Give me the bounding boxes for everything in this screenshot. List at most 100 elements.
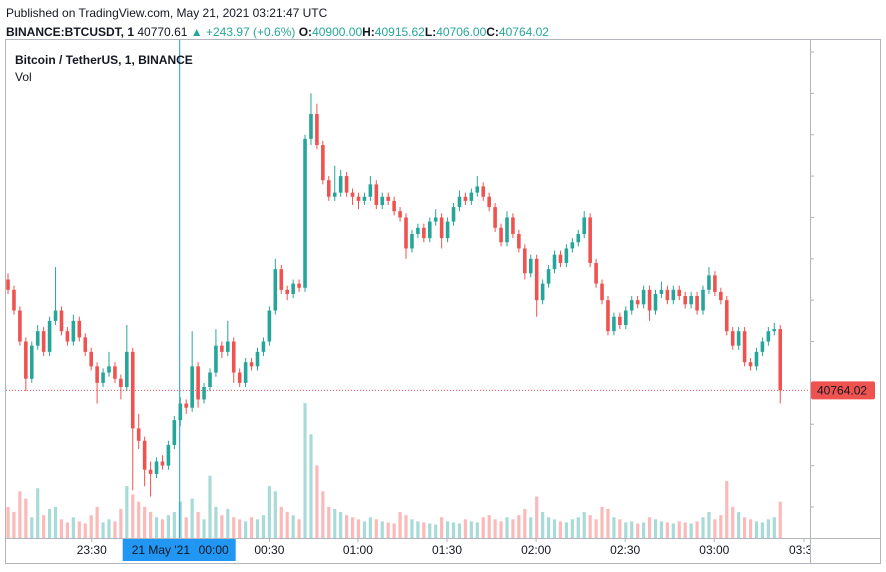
volume-bar [570, 519, 574, 538]
crosshair-box [122, 539, 236, 561]
candle-body [398, 211, 402, 218]
volume-bar [71, 517, 75, 538]
candle-body [125, 351, 129, 388]
volume-bar [410, 519, 414, 538]
volume-bar [42, 515, 46, 538]
candle-body [59, 310, 64, 332]
volume-bar [48, 508, 52, 538]
x-tick-label: 02:30 [610, 543, 640, 557]
plot [6, 40, 810, 538]
candle-body [641, 289, 646, 305]
volume-bar [778, 501, 782, 538]
candle-body [356, 196, 361, 201]
volume-bar [760, 522, 765, 538]
candle-body [724, 300, 729, 332]
volume-bar [505, 517, 509, 538]
ohlc-label: H: [362, 25, 375, 39]
volume-bar [517, 515, 521, 538]
volume-bar [523, 508, 527, 538]
candle-body [326, 180, 331, 197]
volume-bar [529, 517, 533, 538]
candle-body [338, 176, 343, 193]
symbol: BINANCE:BTCUSDT, 1 [6, 25, 135, 39]
candle-body [528, 258, 533, 274]
x-tick-label: 00:30 [254, 543, 284, 557]
candle-body [214, 345, 218, 373]
candle-body [445, 221, 450, 239]
volume-bar [636, 523, 640, 538]
volume-bar [428, 523, 432, 538]
volume-bar [630, 521, 634, 538]
candle-body [517, 233, 521, 249]
candle-body [350, 192, 355, 197]
volume-bar [398, 512, 402, 538]
candle-body [243, 362, 248, 383]
volume-bar [487, 515, 491, 538]
candle-body [766, 331, 771, 342]
candle-body [754, 351, 759, 367]
volume-bar [463, 519, 468, 538]
volume-bar [267, 486, 271, 538]
volume-bar [748, 519, 753, 538]
quote-line: BINANCE:BTCUSDT, 1 40770.61 ▲ +243.97 (+… [6, 23, 549, 42]
volume-bar [374, 519, 378, 538]
ohlc-label: O: [298, 25, 313, 39]
volume-bar [95, 506, 99, 538]
candle-body [267, 310, 272, 342]
volume-bar [719, 515, 723, 538]
candle-body [220, 345, 224, 352]
candle-body [226, 341, 230, 352]
candle-body [701, 289, 705, 311]
candle-body [760, 341, 765, 352]
candle-body [136, 428, 141, 441]
candle-body [249, 362, 254, 367]
candle-body [154, 461, 159, 474]
candle-body [285, 289, 290, 294]
volume-bar [6, 506, 10, 538]
candle-body [457, 196, 462, 208]
candle-body [303, 138, 307, 288]
candle-body [29, 345, 34, 379]
volume-bar [166, 515, 171, 538]
candle-body [523, 248, 527, 274]
volume-bar [653, 519, 658, 538]
volume-bar [671, 523, 675, 538]
candle-body [321, 145, 325, 181]
volume-bar [184, 517, 188, 538]
candle-body [719, 291, 723, 301]
candle-body [89, 351, 93, 367]
volume-bar [36, 488, 40, 538]
candle-body [231, 341, 236, 373]
volume-bar [600, 506, 604, 538]
candle-body [184, 403, 189, 408]
volume-bar [582, 512, 586, 538]
volume-bar [160, 519, 165, 538]
candle-body [404, 217, 408, 249]
candle-body [511, 217, 515, 234]
candle-body [463, 196, 468, 201]
volume-bar [202, 519, 206, 538]
candle-body [487, 196, 491, 208]
volume-bar [303, 403, 307, 538]
last-price-label: 40764.02 [817, 384, 867, 398]
candle-body [742, 331, 747, 363]
candle-body [309, 114, 313, 139]
candle-body [196, 366, 200, 400]
volume-bar [297, 519, 301, 538]
candle-body [178, 403, 183, 421]
candle-body [713, 275, 717, 292]
candle-body [47, 320, 52, 352]
volume-bar [154, 517, 159, 538]
volume-bar [440, 517, 444, 538]
candle-body [95, 366, 99, 383]
x-tick-label: 01:00 [343, 543, 373, 557]
candle-body [576, 233, 581, 243]
volume-bar [309, 434, 313, 538]
volume-bar [701, 517, 705, 538]
candle-body [24, 341, 28, 379]
volume-bar [689, 523, 693, 538]
candle-body [707, 275, 711, 290]
volume-bar [226, 508, 230, 538]
volume-bar [754, 521, 759, 538]
